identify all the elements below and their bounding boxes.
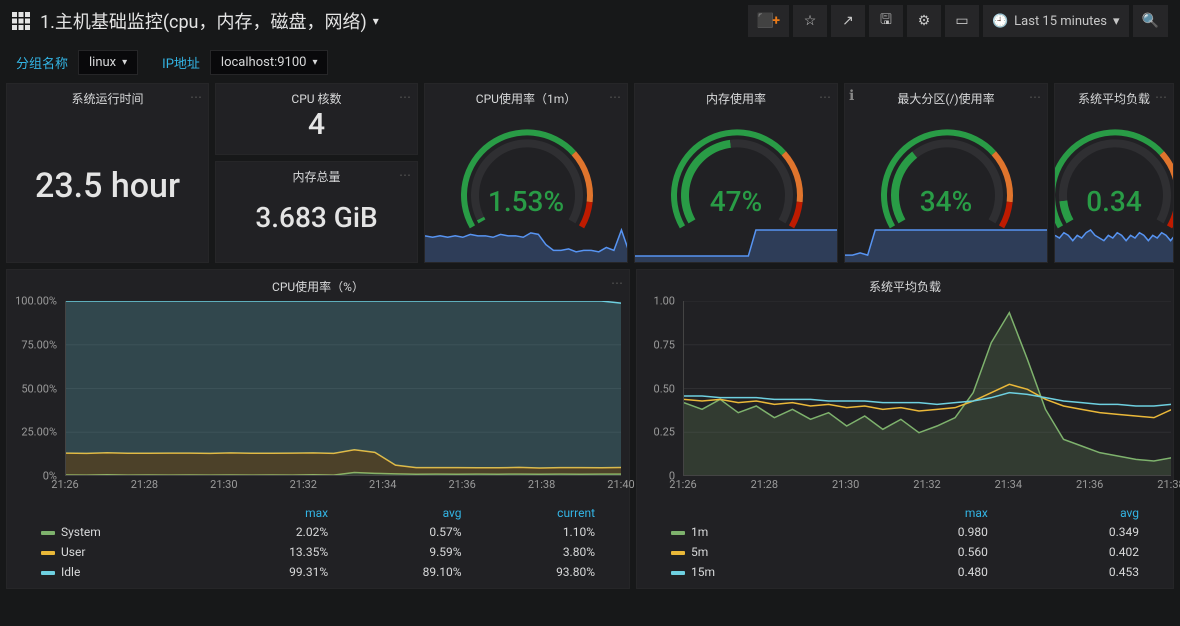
share-button[interactable]: ↗: [831, 5, 865, 37]
panel-title: 系统平均负载: [637, 270, 1173, 301]
chevron-down-icon: ▾: [122, 57, 127, 68]
panel-title: 内存总量: [216, 162, 417, 187]
uptime-value: 23.5 hour: [35, 166, 180, 206]
topbar: 1.主机基础监控(cpu，内存，磁盘，网络) ▾ ⬛+ ☆ ↗ 🖫 ⚙ ▭ 🕘 L…: [0, 0, 1180, 42]
time-label: Last 15 minutes: [1014, 14, 1107, 29]
legend-header[interactable]: [659, 504, 849, 522]
star-button[interactable]: ☆: [793, 5, 827, 37]
panel-cpu-usage[interactable]: ⋯ CPU使用率（%） 0%25.00%50.00%75.00%100.00%2…: [6, 269, 630, 589]
gauge-group: CPU使用率（1m）⋯1.53%内存使用率⋯47%ℹ最大分区(/)使用率⋯34%…: [424, 83, 1174, 263]
var-ip-select[interactable]: localhost:9100▾: [210, 50, 329, 75]
zoom-out-button[interactable]: 🔍: [1133, 5, 1168, 37]
panel-mem-total[interactable]: 内存总量 ⋯ 3.683 GiB: [215, 161, 418, 263]
legend-header[interactable]: max: [849, 504, 1000, 522]
sparkline: [425, 228, 627, 262]
panel-col-cpu-mem: CPU 核数 ⋯ 4 内存总量 ⋯ 3.683 GiB: [215, 83, 418, 263]
settings-button[interactable]: ⚙: [907, 5, 941, 37]
view-mode-button[interactable]: ▭: [945, 5, 979, 37]
gauge-value: 47%: [635, 185, 837, 218]
star-icon: ☆: [804, 13, 817, 29]
save-icon: 🖫: [880, 9, 892, 33]
legend-header[interactable]: current: [474, 504, 607, 522]
chart-cpu-legend: maxavgcurrentSystem2.02%0.57%1.10%User13…: [29, 504, 607, 582]
sparkline: [635, 228, 837, 262]
dashboard-title: 1.主机基础监控(cpu，内存，磁盘，网络): [40, 8, 367, 34]
chevron-down-icon: ▾: [1113, 14, 1120, 29]
panel-title: CPU使用率（1m）: [425, 84, 627, 109]
chevron-down-icon: ▾: [373, 14, 379, 28]
var-ip-label: IP地址: [162, 53, 200, 72]
chart-load-legend: maxavg1m0.9800.3495m0.5600.40215m0.4800.…: [659, 504, 1151, 582]
panel-menu-icon[interactable]: ⋯: [1155, 90, 1167, 104]
panel-gauge[interactable]: CPU使用率（1m）⋯ 1.53%: [424, 83, 628, 263]
panel-menu-icon[interactable]: ⋯: [190, 90, 202, 104]
dashboard-title-group[interactable]: 1.主机基础监控(cpu，内存，磁盘，网络) ▾: [12, 8, 748, 34]
panel-cpu-cores[interactable]: CPU 核数 ⋯ 4: [215, 83, 418, 155]
panel-menu-icon[interactable]: ⋯: [609, 90, 621, 104]
share-icon: ↗: [842, 13, 854, 29]
gauge-value: 1.53%: [425, 185, 627, 218]
chart-row: ⋯ CPU使用率（%） 0%25.00%50.00%75.00%100.00%2…: [0, 269, 1180, 595]
panel-title: 系统运行时间: [7, 84, 208, 109]
panel-title: 内存使用率: [635, 84, 837, 109]
plus-icon: +: [772, 13, 780, 29]
gauge-value: 34%: [845, 185, 1047, 218]
panel-menu-icon[interactable]: ⋯: [819, 90, 831, 104]
legend-row[interactable]: System2.02%0.57%1.10%: [29, 522, 607, 542]
legend-header[interactable]: [29, 504, 207, 522]
panel-load-avg[interactable]: 系统平均负载 00.250.500.751.0021:2621:2821:302…: [636, 269, 1174, 589]
stat-row: 系统运行时间 ⋯ 23.5 hour CPU 核数 ⋯ 4 内存总量 ⋯ 3.6…: [0, 83, 1180, 269]
panel-title: 最大分区(/)使用率: [845, 84, 1047, 109]
legend-row[interactable]: User13.35%9.59%3.80%: [29, 542, 607, 562]
gear-icon: ⚙: [918, 13, 931, 29]
panel-gauge[interactable]: 内存使用率⋯ 47%: [634, 83, 838, 263]
panel-title: CPU 核数: [216, 84, 417, 109]
sparkline: [845, 228, 1047, 262]
gauge-value: 0.34: [1055, 185, 1173, 218]
time-picker-button[interactable]: 🕘 Last 15 minutes ▾: [983, 5, 1129, 37]
legend-header[interactable]: avg: [1000, 504, 1151, 522]
clock-icon: 🕘: [992, 14, 1008, 29]
legend-header[interactable]: avg: [340, 504, 473, 522]
chart-cpu-plot[interactable]: 0%25.00%50.00%75.00%100.00%21:2621:2821:…: [65, 301, 621, 496]
add-panel-button[interactable]: ⬛+: [748, 5, 789, 37]
panel-gauge[interactable]: 系统平均负载⋯0.34: [1054, 83, 1174, 263]
toolbar-buttons: ⬛+ ☆ ↗ 🖫 ⚙ ▭ 🕘 Last 15 minutes ▾ 🔍: [748, 5, 1168, 37]
chart-load-plot[interactable]: 00.250.500.751.0021:2621:2821:3021:3221:…: [683, 301, 1171, 496]
dashboard-grid-icon: [12, 11, 32, 31]
chevron-down-icon: ▾: [312, 57, 317, 68]
panel-gauge[interactable]: ℹ最大分区(/)使用率⋯34%: [844, 83, 1048, 263]
panel-menu-icon[interactable]: ⋯: [399, 90, 411, 104]
tv-icon: ▭: [955, 13, 968, 29]
variable-row: 分组名称 linux▾ IP地址 localhost:9100▾: [0, 42, 1180, 83]
var-group-label: 分组名称: [16, 53, 68, 72]
save-button[interactable]: 🖫: [869, 5, 903, 37]
sparkline: [1055, 228, 1173, 262]
mem-total-value: 3.683 GiB: [216, 201, 417, 234]
legend-header[interactable]: max: [207, 504, 340, 522]
cpu-cores-value: 4: [216, 107, 417, 142]
search-icon: 🔍: [1142, 13, 1159, 29]
panel-title: CPU使用率（%）: [7, 270, 629, 301]
legend-row[interactable]: 5m0.5600.402: [659, 542, 1151, 562]
panel-menu-icon[interactable]: ⋯: [1029, 90, 1041, 104]
panel-uptime[interactable]: 系统运行时间 ⋯ 23.5 hour: [6, 83, 209, 263]
panel-menu-icon[interactable]: ⋯: [611, 276, 623, 290]
var-group-select[interactable]: linux▾: [78, 50, 138, 75]
legend-row[interactable]: Idle99.31%89.10%93.80%: [29, 562, 607, 582]
legend-row[interactable]: 15m0.4800.453: [659, 562, 1151, 582]
legend-row[interactable]: 1m0.9800.349: [659, 522, 1151, 542]
panel-menu-icon[interactable]: ⋯: [399, 168, 411, 182]
